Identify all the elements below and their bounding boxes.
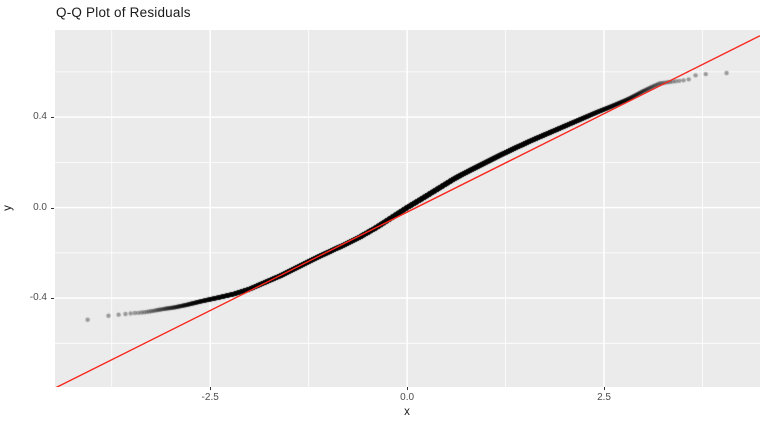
x-tick-mark xyxy=(604,387,606,390)
y-tick-mark xyxy=(51,207,54,209)
reference-line-layer xyxy=(55,35,760,387)
x-tick-label: 2.5 xyxy=(597,392,611,403)
y-tick-mark xyxy=(51,117,54,119)
y-tick-label: -0.4 xyxy=(29,292,47,304)
x-tick-label: -2.5 xyxy=(201,392,219,403)
y-tick-label: 0.0 xyxy=(33,201,47,213)
qq-points-layer xyxy=(55,30,760,387)
x-tick-label: 0.0 xyxy=(400,392,415,403)
x-axis-title: x xyxy=(404,406,410,418)
qq-reference-line xyxy=(55,35,760,387)
x-tick-mark xyxy=(210,387,212,390)
y-tick-mark xyxy=(51,298,54,300)
plot-panel xyxy=(55,30,760,387)
x-tick-mark xyxy=(407,387,409,390)
y-tick-label: 0.4 xyxy=(33,111,47,123)
y-axis-title: y xyxy=(2,205,14,211)
plot-title: Q-Q Plot of Residuals xyxy=(56,5,191,20)
